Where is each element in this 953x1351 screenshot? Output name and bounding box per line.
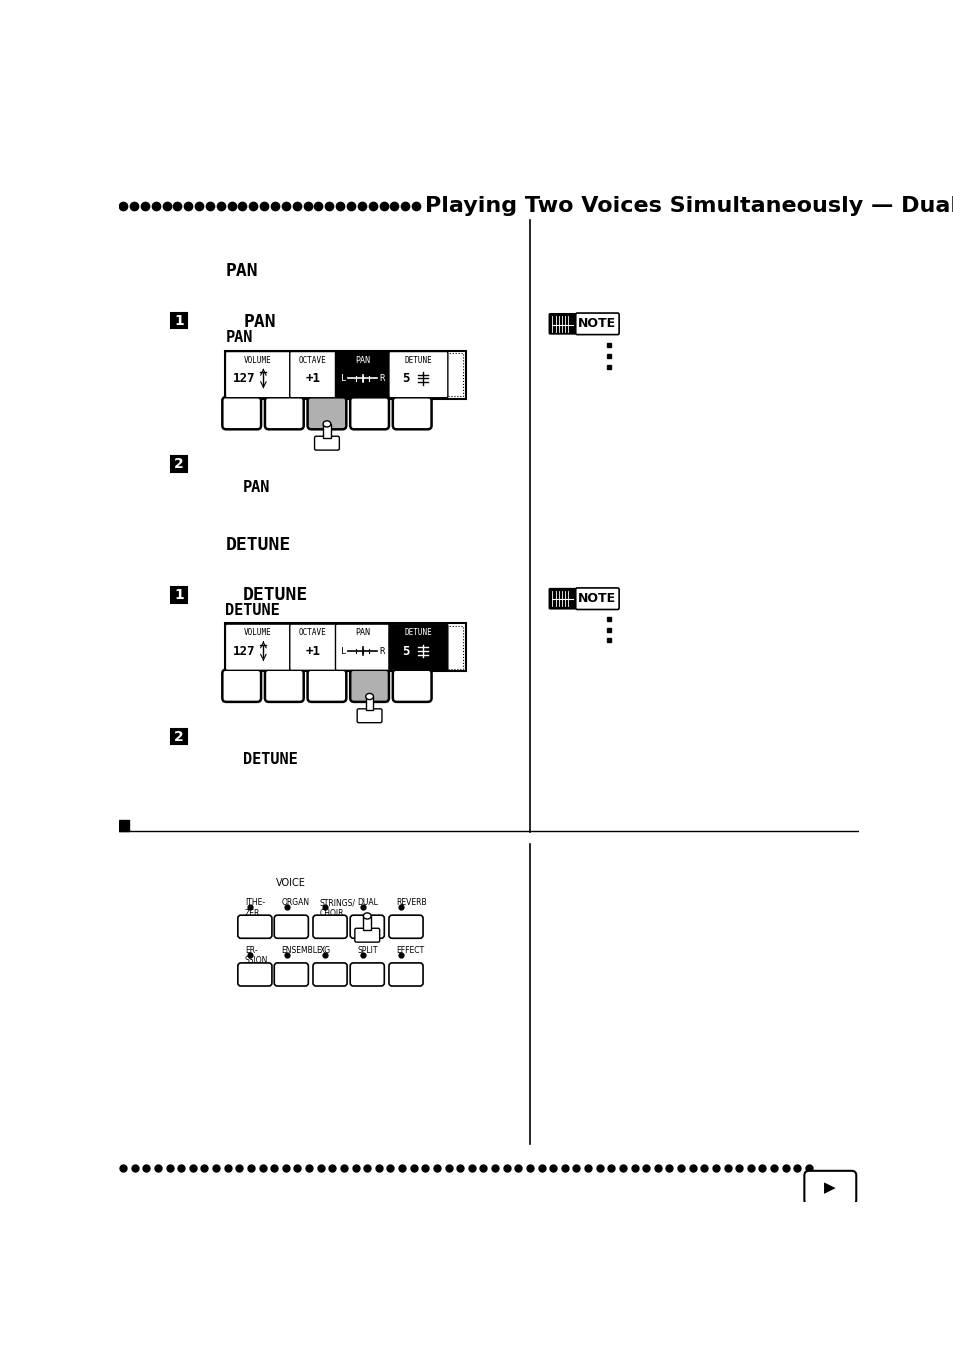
Text: ENSEMBLE: ENSEMBLE (281, 946, 321, 955)
Text: ER-
SSION: ER- SSION (245, 946, 268, 966)
FancyBboxPatch shape (335, 624, 390, 670)
Text: SPLIT: SPLIT (356, 946, 377, 955)
FancyBboxPatch shape (171, 728, 187, 744)
Bar (323, 424, 331, 438)
Text: NOTE: NOTE (578, 317, 616, 331)
Text: DETUNE: DETUNE (225, 535, 291, 554)
FancyBboxPatch shape (171, 588, 187, 603)
FancyBboxPatch shape (274, 963, 308, 986)
FancyBboxPatch shape (171, 313, 187, 328)
FancyBboxPatch shape (313, 915, 347, 939)
Text: PAN: PAN (243, 313, 275, 331)
Text: ITHE-
ZER: ITHE- ZER (245, 898, 265, 917)
FancyBboxPatch shape (265, 670, 303, 703)
Text: PAN: PAN (243, 480, 271, 494)
FancyBboxPatch shape (222, 397, 261, 430)
Text: 2: 2 (173, 457, 184, 471)
FancyBboxPatch shape (237, 963, 272, 986)
FancyBboxPatch shape (307, 670, 346, 703)
FancyBboxPatch shape (549, 589, 575, 609)
FancyBboxPatch shape (389, 963, 422, 986)
Text: OCTAVE: OCTAVE (299, 628, 327, 638)
FancyBboxPatch shape (350, 397, 389, 430)
Bar (289, 353, 463, 396)
Text: EFFECT: EFFECT (395, 946, 423, 955)
Text: 5: 5 (402, 644, 410, 658)
FancyBboxPatch shape (225, 351, 291, 397)
Text: 1: 1 (173, 588, 184, 601)
Text: R: R (379, 374, 384, 382)
Text: Playing Two Voices Simultaneously — Dual Mode: Playing Two Voices Simultaneously — Dual… (425, 196, 953, 216)
Text: DETUNE: DETUNE (404, 355, 432, 365)
FancyBboxPatch shape (314, 436, 339, 450)
Text: REVERB: REVERB (395, 898, 426, 908)
FancyBboxPatch shape (290, 624, 335, 670)
Text: 127: 127 (233, 644, 255, 658)
FancyBboxPatch shape (290, 351, 335, 397)
FancyBboxPatch shape (313, 963, 347, 986)
FancyBboxPatch shape (350, 915, 384, 939)
Bar (225, 351, 465, 399)
FancyBboxPatch shape (803, 1171, 856, 1205)
Text: L: L (340, 647, 346, 655)
FancyBboxPatch shape (307, 397, 346, 430)
Text: PAN: PAN (225, 330, 253, 345)
FancyBboxPatch shape (225, 624, 291, 670)
Text: L: L (340, 374, 346, 382)
Text: DETUNE: DETUNE (404, 628, 432, 638)
Text: +1: +1 (305, 644, 320, 658)
FancyBboxPatch shape (237, 915, 272, 939)
Ellipse shape (365, 693, 373, 700)
Text: PAN: PAN (355, 355, 370, 365)
Ellipse shape (323, 422, 331, 427)
FancyBboxPatch shape (350, 963, 384, 986)
Text: DUAL: DUAL (356, 898, 377, 908)
Bar (119, 820, 129, 831)
FancyBboxPatch shape (265, 397, 303, 430)
FancyBboxPatch shape (389, 624, 447, 670)
Text: OCTAVE: OCTAVE (299, 355, 327, 365)
Text: DETUNE: DETUNE (243, 753, 297, 767)
FancyBboxPatch shape (350, 670, 389, 703)
FancyBboxPatch shape (222, 670, 261, 703)
Text: NOTE: NOTE (578, 592, 616, 605)
FancyBboxPatch shape (335, 351, 390, 397)
Text: VOLUME: VOLUME (244, 628, 272, 638)
Text: DETUNE: DETUNE (243, 586, 308, 604)
Text: 127: 127 (233, 372, 255, 385)
Text: VOLUME: VOLUME (244, 355, 272, 365)
FancyBboxPatch shape (575, 313, 618, 335)
Text: +1: +1 (305, 372, 320, 385)
Text: VOICE: VOICE (276, 878, 306, 888)
Text: PAN: PAN (355, 628, 370, 638)
FancyBboxPatch shape (171, 457, 187, 471)
Bar (289, 626, 463, 669)
Text: 1: 1 (173, 313, 184, 328)
Text: 5: 5 (402, 372, 410, 385)
Text: ORGAN: ORGAN (281, 898, 309, 908)
FancyBboxPatch shape (389, 351, 447, 397)
FancyBboxPatch shape (356, 709, 381, 723)
Text: DETUNE: DETUNE (225, 604, 280, 619)
Text: ▶: ▶ (823, 1181, 835, 1196)
FancyBboxPatch shape (355, 928, 379, 942)
FancyBboxPatch shape (389, 915, 422, 939)
Text: XG: XG (319, 946, 331, 955)
Bar (365, 697, 373, 711)
FancyBboxPatch shape (274, 915, 308, 939)
Text: R: R (379, 647, 384, 655)
Ellipse shape (363, 913, 371, 919)
Bar (363, 916, 371, 929)
Text: PAN: PAN (225, 262, 257, 280)
Text: 2: 2 (173, 730, 184, 743)
Text: STRINGS/
CHOIR: STRINGS/ CHOIR (319, 898, 355, 917)
Bar (225, 623, 465, 671)
FancyBboxPatch shape (549, 313, 575, 334)
FancyBboxPatch shape (393, 670, 431, 703)
FancyBboxPatch shape (575, 588, 618, 609)
FancyBboxPatch shape (393, 397, 431, 430)
